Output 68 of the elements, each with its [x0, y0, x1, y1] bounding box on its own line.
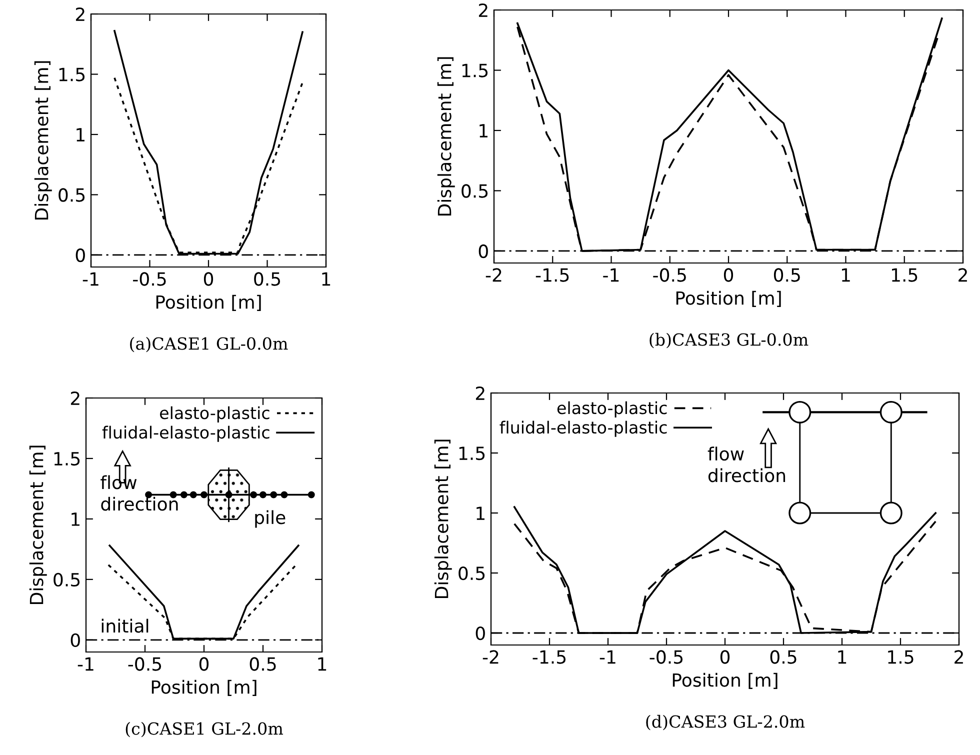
y-tick-label: 0.5: [462, 184, 488, 198]
x-tick-label: -0.5: [133, 272, 166, 286]
y-tick-label: 2: [70, 391, 80, 405]
x-tick-label: -1.5: [536, 268, 569, 282]
y-tick-label: 1: [476, 506, 484, 520]
legend-label: elasto-plastic: [557, 401, 667, 418]
x-tick-label: 0: [199, 657, 209, 671]
x-tick-label: -0.5: [653, 268, 686, 282]
legend-label: fluidal-elasto-plastic: [102, 426, 270, 442]
x-tick-label: 1.5: [888, 650, 914, 664]
x-axis-title: Position [m]: [676, 290, 781, 307]
x-axis-title: Position [m]: [152, 680, 256, 696]
y-axis-title: Displacement [m]: [434, 440, 452, 598]
y-tick-label: 1.5: [59, 68, 85, 82]
text: (b)CASE3 GL-0.0m: [650, 332, 808, 348]
y-tick-label: 2: [476, 386, 484, 400]
y-tick-label: 2: [76, 7, 84, 21]
text: (c)CASE1 GL-2.0m: [126, 722, 284, 738]
y-tick-label: 0: [76, 248, 85, 262]
x-tick-label: 0.5: [250, 657, 276, 671]
x-tick-label: 1.5: [892, 268, 918, 282]
x-tick-label: 0.5: [774, 268, 800, 282]
x-tick-label: -0.5: [650, 650, 683, 664]
y-tick-label: 1.5: [462, 64, 488, 78]
y-tick-label: 1: [76, 128, 84, 142]
x-tick-label: -2: [486, 268, 502, 282]
x-tick-label: 1: [838, 650, 846, 664]
x-tick-label: 2: [958, 268, 967, 282]
x-tick-label: 0: [720, 650, 730, 664]
annotation: pile: [255, 510, 286, 528]
y-tick-label: 1: [480, 124, 488, 138]
x-tick-label: -1: [600, 650, 616, 664]
x-tick-label: 1: [318, 657, 326, 671]
x-tick-label: -0.5: [128, 657, 162, 671]
text: (a)CASE1 GL-0.0m: [130, 336, 288, 352]
x-axis-title: Position [m]: [156, 294, 261, 311]
y-tick-label: 0: [476, 626, 485, 640]
x-tick-label: 0.5: [254, 272, 280, 286]
x-tick-label: -2: [482, 650, 498, 664]
y-tick-label: 0.5: [54, 572, 80, 587]
x-tick-label: -1.5: [532, 650, 566, 664]
y-tick-label: 0.5: [58, 188, 85, 202]
y-tick-label: 1.5: [54, 452, 80, 466]
x-tick-label: 0: [204, 272, 214, 286]
y-tick-label: 1.5: [459, 446, 485, 460]
x-tick-label: -1: [78, 657, 94, 671]
y-tick-label: 0.5: [458, 566, 485, 580]
y-axis-title: Displacement [m]: [437, 57, 455, 216]
x-tick-label: 1: [322, 272, 330, 286]
y-axis-title: Displacement [m]: [29, 446, 47, 604]
legend-label: fluidal-elasto-plastic: [500, 420, 667, 437]
y-tick-label: 1: [72, 512, 80, 526]
x-tick-label: 0: [724, 268, 734, 282]
legend-label: elasto-plastic: [160, 406, 270, 422]
x-tick-label: 0.5: [770, 650, 796, 664]
annotation: flow direction: [708, 446, 786, 482]
x-tick-label: 2: [954, 650, 963, 664]
annotation: flow direction: [100, 475, 178, 511]
y-axis-title: Displacement [m]: [34, 61, 52, 220]
y-tick-label: 2: [478, 3, 488, 17]
x-axis-title: Position [m]: [672, 672, 778, 689]
x-tick-label: -1: [603, 268, 619, 282]
text: (d)CASE3 GL-2.0m: [646, 714, 805, 730]
ref-line-label: initial: [102, 618, 148, 633]
x-tick-label: -1: [82, 272, 98, 286]
x-tick-label: 1: [842, 268, 850, 282]
y-tick-label: 0: [70, 633, 80, 648]
y-tick-label: 0: [478, 244, 488, 258]
